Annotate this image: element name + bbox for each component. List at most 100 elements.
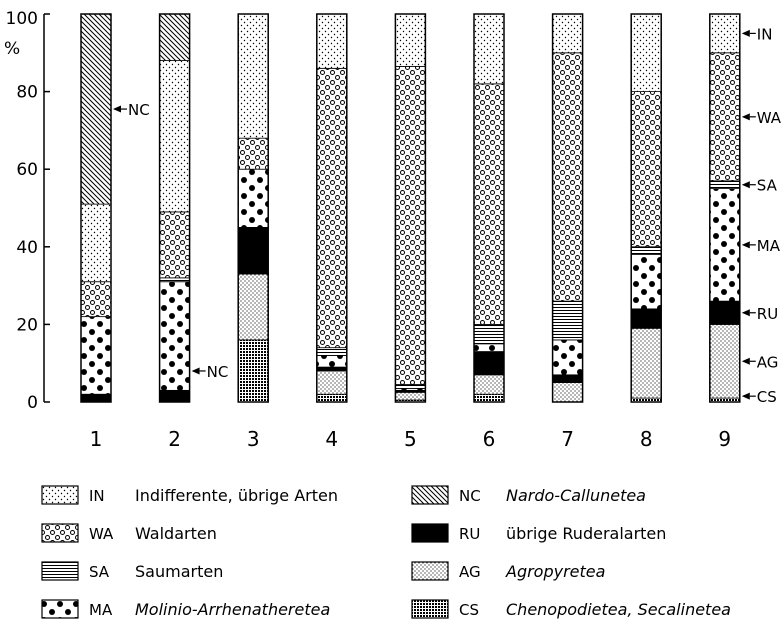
bar-segment-ag [473, 374, 505, 395]
annotation-label: IN [757, 25, 773, 43]
bar-outline [237, 13, 269, 403]
legend-code: MA [89, 601, 113, 619]
legend-label-waldarten: Waldarten [135, 524, 217, 543]
bar-segment-wa [316, 67, 348, 349]
legend-code: RU [459, 525, 480, 543]
bar-segment-ru [237, 226, 269, 275]
annotation-nc-bar-2: NC [191, 363, 229, 381]
bar-4 [316, 13, 348, 403]
annotation-label: SA [757, 177, 778, 195]
legend-label-brige-ruderalarten: übrige Ruderalarten [506, 524, 666, 543]
category-label: 1 [90, 427, 103, 451]
bar-segment-ma [473, 343, 505, 352]
annotation-wa-bar-9: WA [741, 109, 781, 127]
annotation-arrow [741, 357, 750, 365]
bar-segment-cs [473, 393, 505, 403]
legend-label-nardo-callunetea: Nardo-Callunetea [506, 486, 646, 505]
y-tick-label: 100 [6, 9, 38, 29]
bar-1 [80, 13, 112, 403]
legend-swatch [41, 561, 79, 581]
bar-segment-sa [709, 180, 741, 189]
bar-9 [709, 13, 741, 403]
bar-segment-in [159, 60, 191, 213]
annotation-label: WA [757, 109, 781, 127]
legend-item-wa: WA Waldarten [41, 523, 217, 543]
bar-segment-sa [394, 384, 426, 389]
bar-segment-ag [394, 391, 426, 401]
bar-segment-ru [552, 374, 583, 383]
bar-outline [158, 13, 191, 403]
bar-annotations: NC NC IN WA SA MA RU AG CS [113, 25, 781, 406]
legend-label-agropyretea: Agropyretea [505, 562, 605, 581]
legend-label-indifferente-brige-arten: Indifferente, übrige Arten [135, 486, 338, 505]
bar-segment-wa [80, 281, 112, 318]
annotation-label: RU [757, 305, 778, 323]
bar-segment-ag [316, 370, 348, 395]
legend-swatch [41, 485, 79, 505]
bar-segment-sa [159, 277, 191, 283]
bar-segment-ma [552, 339, 583, 376]
y-unit-label: % [4, 39, 20, 59]
bar-segment-ma [80, 316, 112, 395]
annotation-label: AG [757, 353, 779, 371]
bar-segment-cs [316, 393, 348, 403]
y-axis: 0 20 40 60 80 100% [4, 9, 50, 413]
annotation-arrow [741, 392, 750, 400]
annotation-arrow [741, 181, 750, 189]
bar-segment-in [709, 13, 741, 54]
bar-segment-wa [394, 65, 426, 385]
legend-code: SA [89, 563, 110, 581]
bar-segment-sa [316, 347, 348, 356]
legend-swatch [411, 523, 449, 543]
bars: 1 2 3 4 5 6 7 8 9 [80, 13, 741, 451]
bar-segment-sa [630, 246, 662, 255]
y-tick-label: 20 [16, 315, 38, 335]
legend-swatch [411, 561, 449, 581]
y-tick-label: 40 [16, 238, 38, 258]
legend-code: AG [459, 563, 481, 581]
annotation-ru-bar-9: RU [741, 305, 778, 323]
bar-segment-in [552, 13, 583, 54]
annotation-arrow [741, 241, 750, 249]
legend-swatch [411, 485, 449, 505]
bar-segment-ag [552, 382, 583, 403]
annotation-label: MA [757, 237, 781, 255]
category-label: 3 [247, 427, 260, 451]
legend-swatch [411, 599, 449, 619]
category-label: 4 [325, 427, 338, 451]
legend-item-ma: MA Molinio-Arrhenatheretea [41, 599, 330, 619]
category-label: 2 [168, 427, 181, 451]
bar-segment-ag [630, 327, 662, 399]
bar-segment-ma [237, 168, 269, 228]
legend-item-cs: CS Chenopodietea, Secalinetea [411, 599, 731, 619]
bar-segment-ru [473, 351, 505, 376]
bar-segment-ru [709, 300, 741, 325]
annotation-arrow [113, 105, 121, 113]
bar-outline [316, 13, 348, 403]
legend-label-molinio-arrhenatheretea: Molinio-Arrhenatheretea [135, 600, 330, 619]
bar-8 [630, 13, 662, 403]
annotation-in-bar-9: IN [741, 25, 773, 43]
category-label: 5 [404, 427, 417, 451]
bar-7 [551, 13, 584, 403]
legend-code: NC [459, 487, 481, 505]
bar-segment-cs [237, 339, 269, 403]
bar-segment-sa [552, 300, 583, 341]
annotation-arrow [191, 367, 200, 375]
category-label: 8 [640, 427, 653, 451]
bar-segment-in [630, 13, 662, 92]
bar-segment-ag [709, 323, 741, 399]
bar-segment-nc [159, 13, 191, 61]
legend-item-ag: AG Agropyretea [411, 561, 605, 581]
bar-segment-ru [630, 308, 662, 329]
bar-segment-in [237, 13, 269, 139]
legend-label-saumarten: Saumarten [135, 562, 223, 581]
bar-2 [158, 13, 191, 403]
bar-outline [551, 13, 584, 403]
annotation-label: NC [207, 363, 229, 381]
legend-swatch [41, 599, 79, 619]
bar-outline [630, 13, 662, 403]
y-tick-label: 60 [16, 160, 38, 180]
annotation-label: CS [757, 388, 777, 406]
annotation-arrow [741, 309, 750, 317]
